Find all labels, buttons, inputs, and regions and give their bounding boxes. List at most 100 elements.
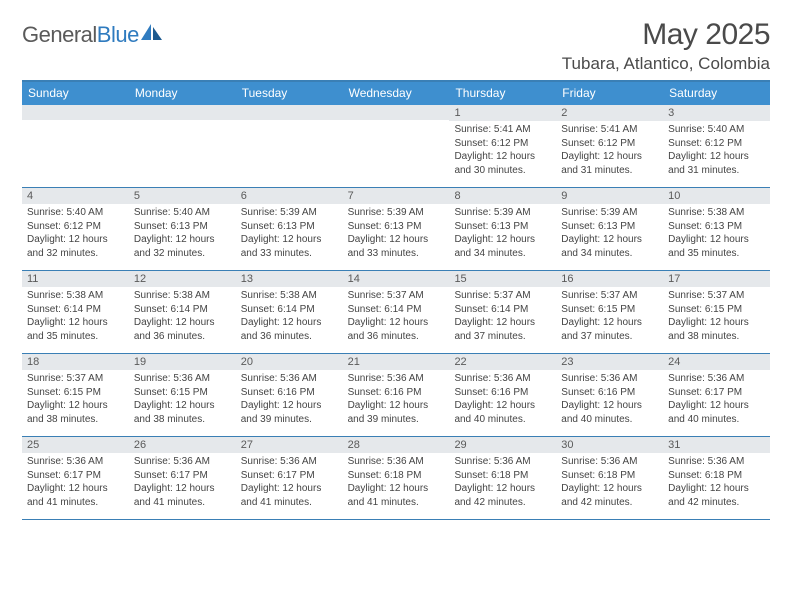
day-number-bar <box>129 105 236 120</box>
sunrise-line: Sunrise: 5:36 AM <box>454 455 551 469</box>
day-number: 13 <box>236 271 343 287</box>
day-number: 18 <box>22 354 129 370</box>
weekday-header: Saturday <box>663 82 770 105</box>
day-body: Sunrise: 5:39 AMSunset: 6:13 PMDaylight:… <box>556 204 663 260</box>
daylight-line: Daylight: 12 hours and 36 minutes. <box>348 316 445 343</box>
daylight-line: Daylight: 12 hours and 31 minutes. <box>561 150 658 177</box>
day-cell: 26Sunrise: 5:36 AMSunset: 6:17 PMDayligh… <box>129 437 236 519</box>
sunset-line: Sunset: 6:15 PM <box>668 303 765 317</box>
sunrise-line: Sunrise: 5:36 AM <box>454 372 551 386</box>
daylight-line: Daylight: 12 hours and 41 minutes. <box>27 482 124 509</box>
day-cell: 10Sunrise: 5:38 AMSunset: 6:13 PMDayligh… <box>663 188 770 270</box>
sunrise-line: Sunrise: 5:36 AM <box>27 455 124 469</box>
sunrise-line: Sunrise: 5:38 AM <box>241 289 338 303</box>
day-number: 16 <box>556 271 663 287</box>
day-number: 30 <box>556 437 663 453</box>
day-body: Sunrise: 5:36 AMSunset: 6:17 PMDaylight:… <box>663 370 770 426</box>
sunrise-line: Sunrise: 5:36 AM <box>348 372 445 386</box>
day-body: Sunrise: 5:39 AMSunset: 6:13 PMDaylight:… <box>449 204 556 260</box>
sunset-line: Sunset: 6:17 PM <box>241 469 338 483</box>
daylight-line: Daylight: 12 hours and 34 minutes. <box>454 233 551 260</box>
sunset-line: Sunset: 6:13 PM <box>668 220 765 234</box>
day-cell: 19Sunrise: 5:36 AMSunset: 6:15 PMDayligh… <box>129 354 236 436</box>
logo: GeneralBlue <box>22 22 163 48</box>
day-body: Sunrise: 5:38 AMSunset: 6:14 PMDaylight:… <box>236 287 343 343</box>
day-body: Sunrise: 5:37 AMSunset: 6:15 PMDaylight:… <box>22 370 129 426</box>
daylight-line: Daylight: 12 hours and 40 minutes. <box>561 399 658 426</box>
day-cell <box>22 105 129 187</box>
daylight-line: Daylight: 12 hours and 36 minutes. <box>241 316 338 343</box>
day-number: 29 <box>449 437 556 453</box>
daylight-line: Daylight: 12 hours and 30 minutes. <box>454 150 551 177</box>
sunset-line: Sunset: 6:16 PM <box>348 386 445 400</box>
daylight-line: Daylight: 12 hours and 42 minutes. <box>561 482 658 509</box>
day-number: 24 <box>663 354 770 370</box>
sunset-line: Sunset: 6:13 PM <box>561 220 658 234</box>
sunrise-line: Sunrise: 5:41 AM <box>561 123 658 137</box>
day-number: 27 <box>236 437 343 453</box>
calendar-page: GeneralBlue May 2025 Tubara, Atlantico, … <box>0 0 792 530</box>
day-body: Sunrise: 5:36 AMSunset: 6:16 PMDaylight:… <box>236 370 343 426</box>
sunrise-line: Sunrise: 5:39 AM <box>561 206 658 220</box>
weekday-header: Wednesday <box>343 82 450 105</box>
daylight-line: Daylight: 12 hours and 31 minutes. <box>668 150 765 177</box>
day-number: 31 <box>663 437 770 453</box>
logo-sail-icon <box>141 24 163 40</box>
daylight-line: Daylight: 12 hours and 33 minutes. <box>241 233 338 260</box>
sunset-line: Sunset: 6:16 PM <box>454 386 551 400</box>
sunset-line: Sunset: 6:14 PM <box>348 303 445 317</box>
day-number: 28 <box>343 437 450 453</box>
day-body: Sunrise: 5:41 AMSunset: 6:12 PMDaylight:… <box>449 121 556 177</box>
sunset-line: Sunset: 6:15 PM <box>27 386 124 400</box>
day-number: 19 <box>129 354 236 370</box>
month-title: May 2025 <box>562 18 770 52</box>
day-number: 8 <box>449 188 556 204</box>
day-cell: 3Sunrise: 5:40 AMSunset: 6:12 PMDaylight… <box>663 105 770 187</box>
sunset-line: Sunset: 6:12 PM <box>561 137 658 151</box>
sunset-line: Sunset: 6:16 PM <box>561 386 658 400</box>
day-number: 4 <box>22 188 129 204</box>
day-cell: 31Sunrise: 5:36 AMSunset: 6:18 PMDayligh… <box>663 437 770 519</box>
day-number-bar <box>22 105 129 120</box>
sunset-line: Sunset: 6:12 PM <box>454 137 551 151</box>
daylight-line: Daylight: 12 hours and 38 minutes. <box>134 399 231 426</box>
sunset-line: Sunset: 6:16 PM <box>241 386 338 400</box>
daylight-line: Daylight: 12 hours and 36 minutes. <box>134 316 231 343</box>
day-body: Sunrise: 5:38 AMSunset: 6:14 PMDaylight:… <box>129 287 236 343</box>
weekday-header: Monday <box>129 82 236 105</box>
day-body <box>343 120 450 170</box>
sunset-line: Sunset: 6:15 PM <box>134 386 231 400</box>
sunrise-line: Sunrise: 5:36 AM <box>241 455 338 469</box>
sunrise-line: Sunrise: 5:36 AM <box>348 455 445 469</box>
calendar-week: 18Sunrise: 5:37 AMSunset: 6:15 PMDayligh… <box>22 354 770 437</box>
sunrise-line: Sunrise: 5:39 AM <box>454 206 551 220</box>
weekday-header: Sunday <box>22 82 129 105</box>
sunset-line: Sunset: 6:17 PM <box>134 469 231 483</box>
day-cell <box>129 105 236 187</box>
day-body: Sunrise: 5:38 AMSunset: 6:13 PMDaylight:… <box>663 204 770 260</box>
sunrise-line: Sunrise: 5:37 AM <box>348 289 445 303</box>
daylight-line: Daylight: 12 hours and 35 minutes. <box>668 233 765 260</box>
day-number: 15 <box>449 271 556 287</box>
logo-word1: General <box>22 22 97 47</box>
day-cell: 2Sunrise: 5:41 AMSunset: 6:12 PMDaylight… <box>556 105 663 187</box>
day-number: 20 <box>236 354 343 370</box>
daylight-line: Daylight: 12 hours and 37 minutes. <box>454 316 551 343</box>
day-cell: 30Sunrise: 5:36 AMSunset: 6:18 PMDayligh… <box>556 437 663 519</box>
sunrise-line: Sunrise: 5:36 AM <box>668 455 765 469</box>
day-cell <box>343 105 450 187</box>
sunset-line: Sunset: 6:14 PM <box>241 303 338 317</box>
day-number: 5 <box>129 188 236 204</box>
daylight-line: Daylight: 12 hours and 41 minutes. <box>241 482 338 509</box>
day-cell: 8Sunrise: 5:39 AMSunset: 6:13 PMDaylight… <box>449 188 556 270</box>
sunrise-line: Sunrise: 5:36 AM <box>241 372 338 386</box>
sunset-line: Sunset: 6:17 PM <box>27 469 124 483</box>
day-body: Sunrise: 5:38 AMSunset: 6:14 PMDaylight:… <box>22 287 129 343</box>
day-number: 22 <box>449 354 556 370</box>
day-number-bar <box>343 105 450 120</box>
weekday-header: Thursday <box>449 82 556 105</box>
day-cell: 28Sunrise: 5:36 AMSunset: 6:18 PMDayligh… <box>343 437 450 519</box>
calendar-grid: SundayMondayTuesdayWednesdayThursdayFrid… <box>22 80 770 520</box>
day-number: 17 <box>663 271 770 287</box>
day-cell: 24Sunrise: 5:36 AMSunset: 6:17 PMDayligh… <box>663 354 770 436</box>
